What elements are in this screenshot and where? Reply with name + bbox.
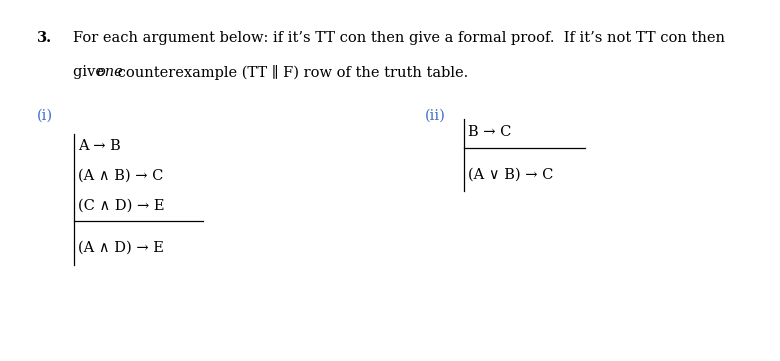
Text: A → B: A → B	[78, 139, 121, 153]
Text: counterexample (TT ∥ F) row of the truth table.: counterexample (TT ∥ F) row of the truth…	[113, 65, 468, 80]
Text: (ii): (ii)	[425, 108, 446, 122]
Text: B → C: B → C	[468, 125, 512, 139]
Text: (A ∧ D) → E: (A ∧ D) → E	[78, 241, 164, 255]
Text: For each argument below: if it’s TT con then give a formal proof.  If it’s not T: For each argument below: if it’s TT con …	[73, 31, 725, 45]
Text: one: one	[96, 65, 122, 79]
Text: (C ∧ D) → E: (C ∧ D) → E	[78, 198, 165, 212]
Text: 3.: 3.	[37, 31, 51, 45]
Text: (A ∧ B) → C: (A ∧ B) → C	[78, 169, 163, 183]
Text: give: give	[73, 65, 108, 79]
Text: (A ∨ B) → C: (A ∨ B) → C	[468, 168, 553, 182]
Text: (i): (i)	[37, 108, 53, 122]
